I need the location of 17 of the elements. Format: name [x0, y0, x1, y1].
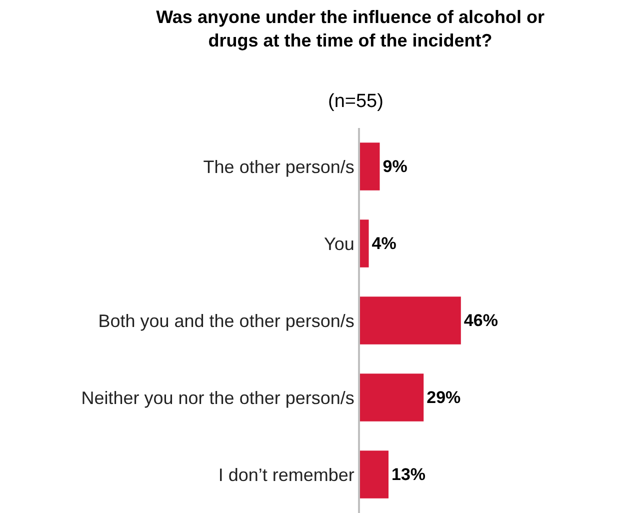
data-label: 29% — [426, 388, 461, 407]
y-tick-label: I don’t remember — [218, 464, 354, 485]
y-tick-label: The other person/s — [203, 156, 354, 177]
chart-subtitle: (n=55) — [328, 91, 384, 112]
data-label: 4% — [372, 234, 396, 253]
bar — [360, 374, 424, 422]
bar — [360, 450, 389, 498]
y-tick-label: Neither you nor the other person/s — [81, 388, 354, 408]
bar — [360, 220, 369, 268]
bar — [360, 142, 380, 190]
data-label: 46% — [464, 311, 498, 330]
y-tick-label: You — [324, 234, 354, 254]
data-label: 13% — [392, 465, 426, 484]
bar — [360, 296, 461, 344]
data-label: 9% — [382, 157, 408, 176]
y-tick-label: Both you and the other person/s — [98, 310, 354, 331]
chart-title: Was anyone under the influence of alcohol or drugs at the time of the incident? — [156, 7, 544, 50]
